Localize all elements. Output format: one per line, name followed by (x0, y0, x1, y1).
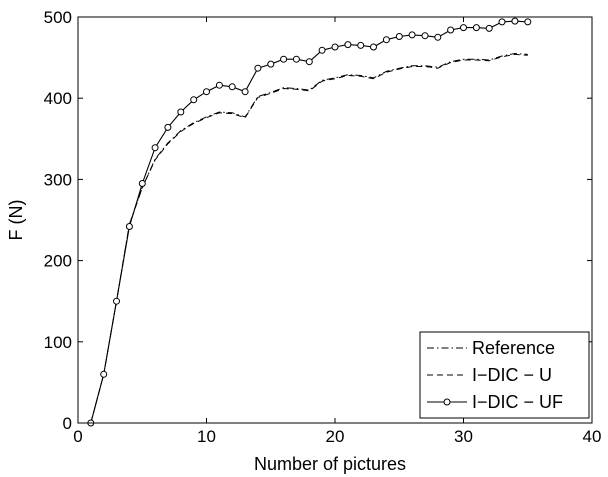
data-point-idic-uf (434, 33, 442, 41)
data-point-idic-uf (164, 123, 172, 131)
data-point-idic-uf (472, 24, 480, 32)
data-point-idic-uf (511, 17, 519, 25)
y-tick-label: 300 (44, 170, 72, 189)
data-point-idic-uf (408, 31, 416, 39)
y-tick-label: 0 (63, 414, 72, 433)
legend-label-idic-u: I−DIC − U (472, 365, 552, 385)
data-point-idic-uf (524, 18, 532, 26)
data-point-idic-uf (203, 88, 210, 96)
data-point-idic-uf (100, 370, 108, 378)
x-tick-label: 40 (583, 427, 602, 446)
series-layer (87, 17, 532, 427)
x-tick-label: 10 (197, 427, 216, 446)
data-point-idic-uf (125, 223, 133, 230)
data-point-idic-uf (318, 46, 326, 54)
data-point-idic-uf (138, 180, 146, 187)
y-axis-label: F (N) (6, 200, 26, 241)
data-point-idic-uf (421, 32, 429, 40)
legend-label-reference: Reference (472, 338, 555, 358)
series-line-idic-u (90, 53, 528, 424)
data-point-idic-uf (498, 18, 506, 26)
y-tick-label: 500 (44, 8, 72, 27)
data-point-idic-uf (485, 24, 493, 32)
data-point-idic-uf (305, 58, 313, 66)
data-point-idic-uf (228, 83, 236, 91)
x-tick-label: 0 (73, 427, 82, 446)
data-point-idic-uf (344, 41, 352, 49)
legend: Reference I−DIC − U I−DIC − UF (419, 331, 590, 419)
data-point-idic-uf (447, 26, 455, 34)
data-point-idic-uf (395, 33, 403, 40)
series-line-reference (90, 52, 528, 424)
data-point-idic-uf (292, 55, 300, 63)
data-point-idic-uf (254, 64, 262, 72)
data-point-idic-uf (151, 144, 159, 152)
y-tick-label: 100 (44, 333, 72, 352)
data-point-idic-uf (113, 297, 120, 305)
data-point-idic-uf (215, 81, 223, 89)
y-tick-label: 200 (44, 252, 72, 271)
data-point-idic-uf (241, 88, 249, 96)
data-point-idic-uf (357, 41, 365, 49)
x-tick-label: 30 (454, 427, 473, 446)
data-point-idic-uf (177, 108, 185, 116)
data-point-idic-uf (382, 36, 390, 44)
data-point-idic-uf (190, 96, 198, 104)
legend-marker-idic-uf (443, 398, 451, 406)
data-point-idic-uf (460, 24, 467, 32)
data-point-idic-uf (370, 43, 377, 51)
data-point-idic-uf (267, 60, 275, 68)
x-tick-label: 20 (326, 427, 345, 446)
legend-label-idic-uf: I−DIC − UF (472, 392, 563, 412)
y-tick-label: 400 (44, 89, 72, 108)
data-point-idic-uf (331, 43, 339, 51)
data-point-idic-uf (280, 55, 288, 63)
x-axis-label: Number of pictures (254, 454, 406, 474)
